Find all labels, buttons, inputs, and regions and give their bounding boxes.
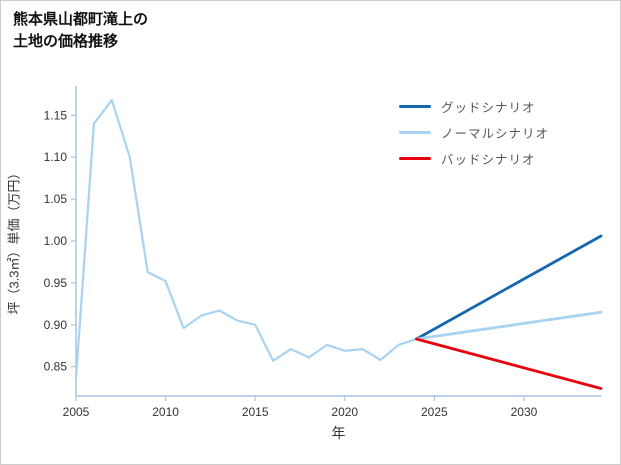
legend-item-good: グッドシナリオ — [399, 93, 549, 119]
legend-label-normal: ノーマルシナリオ — [441, 126, 550, 141]
x-tick-label: 2015 — [242, 405, 269, 419]
x-tick-label: 2010 — [152, 405, 179, 419]
legend-item-bad: バッドシナリオ — [399, 145, 549, 171]
legend-label-good: グッドシナリオ — [441, 100, 536, 115]
x-axis-label: 年 — [331, 425, 346, 441]
y-tick-label: 1.15 — [44, 108, 68, 122]
bad-scenario-line-swatch — [399, 156, 431, 160]
y-tick-label: 0.90 — [44, 318, 68, 332]
chart-title-line1: 熊本県山都町滝上の — [13, 11, 149, 28]
y-tick-label: 0.95 — [44, 276, 68, 290]
good-scenario-line-swatch — [399, 104, 431, 108]
normal-scenario-line-swatch — [399, 130, 431, 134]
chart-title-line2: 土地の価格推移 — [13, 32, 119, 50]
series-line-normal — [414, 310, 603, 341]
y-axis-label: 坪（3.3㎡）単価（万円） — [6, 166, 22, 315]
x-tick-label: 2030 — [511, 405, 538, 419]
chart-title: 熊本県山都町滝上の 土地の価格推移 — [13, 9, 148, 53]
chart-legend: グッドシナリオ ノーマルシナリオ バッドシナリオ — [399, 93, 549, 171]
y-tick-label: 1.00 — [44, 234, 68, 248]
x-tick-label: 2005 — [63, 405, 90, 419]
x-tick-label: 2025 — [421, 405, 448, 419]
series-line-good — [414, 234, 603, 341]
x-tick-label: 2020 — [331, 405, 358, 419]
series-line-history — [74, 99, 418, 380]
y-tick-label: 0.85 — [44, 360, 68, 374]
series-line-bad — [414, 337, 603, 390]
legend-item-normal: ノーマルシナリオ — [399, 119, 549, 145]
y-tick-label: 1.10 — [44, 150, 68, 164]
y-tick-label: 1.05 — [44, 192, 68, 206]
legend-label-bad: バッドシナリオ — [441, 152, 536, 167]
